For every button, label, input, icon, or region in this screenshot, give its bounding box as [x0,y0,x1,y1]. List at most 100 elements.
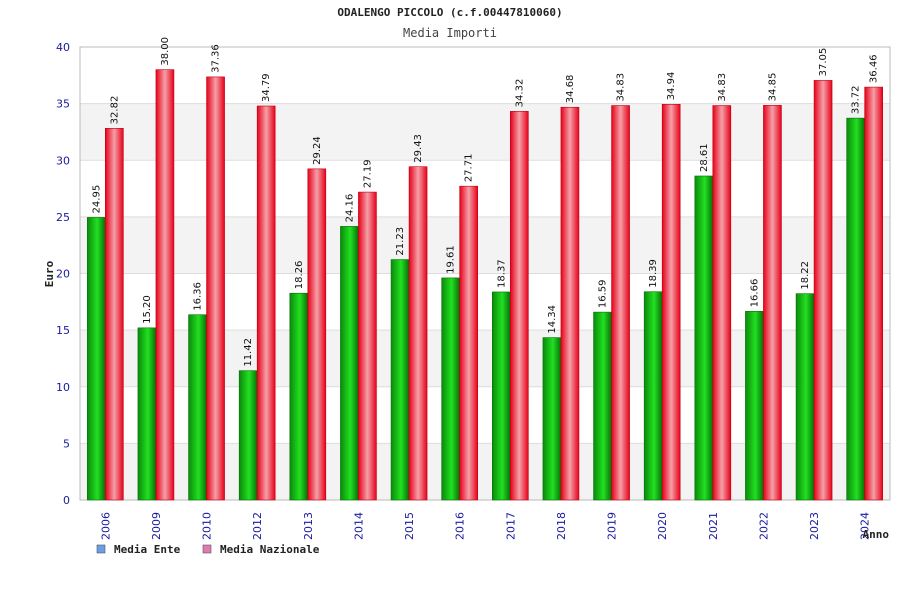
x-tick-label: 2015 [403,512,416,540]
y-tick-label: 35 [56,98,70,111]
bar-media-nazionale [459,185,478,501]
data-label: 36.46 [869,54,880,83]
x-axis: 2006 2009 2010 2012 2013 2014 2015 2016 2017 2018… [99,512,871,540]
bar-media-nazionale [358,191,377,501]
y-tick-label: 0 [63,494,70,507]
bar-media-ente [542,337,562,501]
legend-swatch-media-nazionale [202,544,212,554]
y-tick-label: 30 [56,154,70,167]
data-label: 14.34 [547,305,558,334]
bar-media-ente [492,291,511,501]
data-label: 34.83 [616,73,627,102]
data-label: 34.83 [717,73,728,102]
y-tick-label: 40 [56,41,70,54]
data-label: 37.05 [818,48,829,77]
data-label: 27.19 [362,159,373,188]
bar-media-nazionale [307,168,327,501]
data-label: 16.36 [193,282,204,311]
x-tick-label: 2020 [656,512,669,540]
data-label: 11.42 [243,338,254,367]
bar-media-ente [238,370,258,501]
bar-media-ente [846,117,865,501]
plot-frame [79,46,891,501]
y-tick-label: 15 [56,324,70,337]
y-tick-label: 20 [56,268,70,281]
x-tick-label: 2021 [707,512,720,540]
legend: Media Ente Media Nazionale [96,543,320,556]
value-labels: 24.95 32.82 15.20 38.00 16.36 37.36 11.42 34.79… [91,37,879,367]
x-tick-label: 2022 [757,512,770,540]
data-label: 33.72 [851,85,862,114]
x-tick-label: 2009 [150,512,163,540]
x-axis-label: Anno [863,528,890,541]
data-label: 19.61 [446,245,457,274]
data-label: 32.82 [109,96,120,125]
chart-subtitle: Media Importi [403,26,497,40]
bar-media-ente [340,226,359,501]
chart-title: ODALENGO PICCOLO (c.f.00447810060) [337,6,562,19]
bar-media-ente [593,311,612,501]
data-label: 34.68 [565,75,576,104]
y-tick-label: 25 [56,211,70,224]
legend-label-media-nazionale: Media Nazionale [220,543,320,556]
bar-media-nazionale [408,166,428,501]
bar-media-ente [745,311,764,501]
bar-media-ente [643,291,663,501]
data-label: 34.32 [514,79,525,108]
x-tick-label: 2018 [555,512,568,540]
bar-media-nazionale [560,106,580,501]
data-label: 18.37 [496,259,507,288]
x-tick-label: 2023 [808,512,821,540]
y-axis: 0 5 10 15 20 25 30 35 40 [56,41,70,507]
bar-media-ente [795,293,815,501]
data-label: 16.59 [598,279,609,308]
bar-media-nazionale [864,86,883,501]
legend-swatch-media-ente [96,544,106,554]
x-tick-label: 2010 [201,512,214,540]
bar-media-nazionale [206,76,225,501]
data-label: 29.24 [312,136,323,165]
data-label: 15.20 [142,295,153,324]
data-label: 27.71 [464,154,475,183]
data-label: 18.39 [648,259,659,288]
y-tick-label: 10 [56,381,70,394]
x-tick-label: 2019 [606,512,619,540]
legend-label-media-ente: Media Ente [114,543,181,556]
x-tick-label: 2013 [302,512,315,540]
bar-media-nazionale [155,69,175,501]
x-tick-label: 2024 [859,512,872,540]
bar-media-nazionale [712,105,732,501]
bar-media-nazionale [763,105,782,501]
y-axis-label: Euro [43,260,56,287]
data-label: 38.00 [160,37,171,66]
x-tick-label: 2016 [454,512,467,540]
bar-media-ente [390,259,410,501]
data-label: 34.85 [767,73,778,102]
x-tick-label: 2017 [504,512,517,540]
bar-media-ente [441,277,460,501]
bar-media-ente [694,175,714,501]
bar-media-nazionale [105,128,124,501]
x-tick-label: 2014 [352,512,365,540]
bar-media-ente [289,292,309,501]
bar-media-ente [137,327,157,501]
data-label: 34.79 [261,73,272,102]
y-tick-label: 5 [63,437,70,450]
bars [87,69,883,501]
bar-media-nazionale [611,105,630,501]
data-label: 18.26 [294,261,305,290]
data-label: 24.95 [91,185,102,214]
data-label: 37.36 [211,44,222,73]
data-label: 21.23 [395,227,406,256]
data-label: 28.61 [699,143,710,172]
bar-media-ente [188,314,207,501]
data-label: 18.22 [800,261,811,290]
data-label: 16.66 [749,279,760,308]
bar-media-nazionale [510,111,529,501]
data-label: 24.16 [344,194,355,223]
bar-media-ente [87,217,106,501]
data-label: 34.94 [666,72,677,101]
x-tick-label: 2006 [99,512,112,540]
bar-media-nazionale [256,105,276,501]
